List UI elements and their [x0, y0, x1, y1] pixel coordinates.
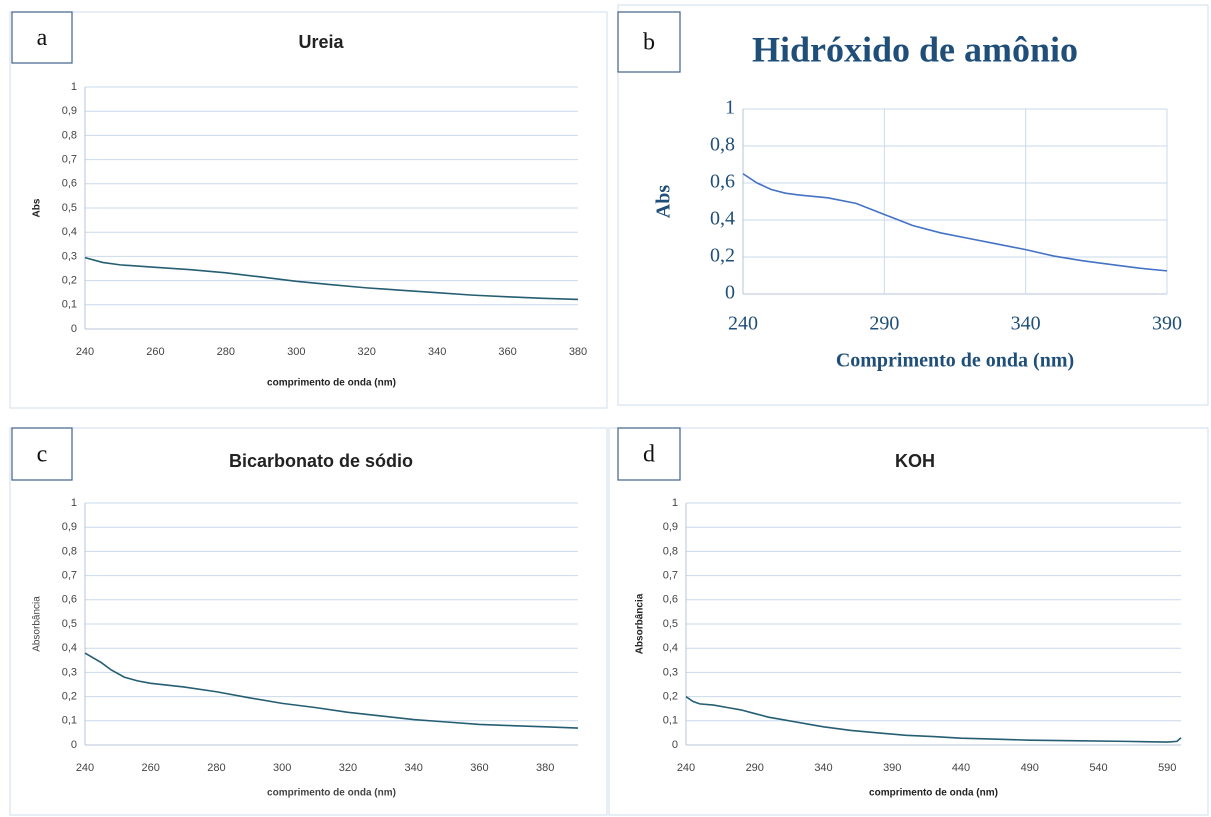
x-tick-label: 340: [428, 346, 446, 358]
x-axis-title: comprimento de onda (nm): [869, 788, 998, 799]
x-tick-label: 380: [536, 762, 554, 774]
x-tick-label: 340: [1011, 313, 1041, 335]
y-tick-label: 0,8: [663, 545, 678, 557]
x-tick-label: 340: [404, 762, 422, 774]
y-tick-label: 0,7: [663, 570, 678, 582]
y-tick-label: 0: [672, 739, 678, 751]
x-tick-label: 260: [142, 762, 160, 774]
y-tick-label: 0: [71, 739, 77, 751]
panel-frame: [9, 427, 608, 816]
data-line: [685, 695, 1182, 743]
y-tick-label: 0,5: [663, 618, 678, 630]
x-tick-label: 280: [217, 346, 235, 358]
panel-label: d: [643, 442, 655, 468]
x-tick-label: 280: [207, 762, 225, 774]
panel-frame: [617, 4, 1209, 406]
x-tick-label: 240: [76, 762, 94, 774]
x-tick-label: 360: [470, 762, 488, 774]
x-tick-label: 490: [1021, 762, 1039, 774]
y-tick-label: 0,5: [62, 202, 77, 214]
x-tick-label: 540: [1089, 762, 1107, 774]
y-tick-label: 0,2: [710, 245, 735, 267]
x-tick-label: 240: [76, 346, 94, 358]
panel-frame: [608, 427, 1209, 816]
y-tick-label: 0,6: [62, 178, 77, 190]
y-tick-label: 0,6: [663, 594, 678, 606]
x-tick-label: 320: [358, 346, 376, 358]
y-axis-title: Absorbância: [32, 596, 43, 652]
y-tick-label: 0,3: [663, 666, 678, 678]
x-tick-label: 260: [146, 346, 164, 358]
chart-title: Ureia: [298, 32, 344, 52]
y-tick-label: 1: [71, 497, 77, 509]
y-axis-title: Abs: [653, 185, 675, 219]
chart-title: KOH: [895, 451, 935, 471]
y-tick-label: 0,8: [62, 545, 77, 557]
x-tick-label: 290: [746, 762, 764, 774]
x-tick-label: 240: [728, 313, 758, 335]
y-tick-label: 0,6: [62, 594, 77, 606]
y-tick-label: 0,7: [62, 570, 77, 582]
y-tick-label: 0,3: [62, 250, 77, 262]
y-tick-label: 0,4: [62, 226, 77, 238]
panel-label-box: [11, 11, 73, 64]
y-tick-label: 0,4: [62, 642, 77, 654]
y-tick-label: 0,1: [62, 715, 77, 727]
y-tick-label: 1: [725, 97, 735, 119]
panel-label-box: [617, 427, 681, 481]
y-tick-label: 0,1: [62, 299, 77, 311]
y-tick-label: 0,3: [62, 666, 77, 678]
x-axis-title: comprimento de onda (nm): [267, 378, 396, 389]
x-tick-label: 240: [677, 762, 695, 774]
y-tick-label: 0,9: [62, 521, 77, 533]
y-tick-label: 0,4: [710, 208, 735, 230]
y-tick-label: 0,9: [663, 521, 678, 533]
y-tick-label: 0,9: [62, 105, 77, 117]
y-axis-title: Abs: [32, 198, 43, 217]
panel-frame: [9, 11, 608, 409]
x-axis-title: comprimento de onda (nm): [267, 788, 396, 799]
y-tick-label: 0,2: [663, 691, 678, 703]
chart-title: Bicarbonato de sódio: [229, 451, 413, 471]
x-tick-label: 300: [287, 346, 305, 358]
y-tick-label: 0: [71, 323, 77, 335]
x-tick-label: 340: [814, 762, 832, 774]
y-tick-label: 0: [725, 282, 735, 304]
y-tick-label: 0,8: [710, 134, 735, 156]
x-tick-label: 320: [339, 762, 357, 774]
panel-label: c: [37, 442, 48, 468]
y-tick-label: 1: [71, 81, 77, 93]
data-line: [742, 173, 1168, 272]
x-axis-title: Comprimento de onda (nm): [836, 350, 1074, 372]
x-tick-label: 380: [569, 346, 587, 358]
y-tick-label: 0,2: [62, 691, 77, 703]
y-tick-label: 0,6: [710, 171, 735, 193]
data-line: [84, 652, 579, 729]
x-tick-label: 590: [1158, 762, 1176, 774]
x-tick-label: 290: [869, 313, 899, 335]
x-tick-label: 300: [273, 762, 291, 774]
y-tick-label: 0,4: [663, 642, 678, 654]
y-tick-label: 0,1: [663, 715, 678, 727]
x-tick-label: 360: [498, 346, 516, 358]
y-tick-label: 0,2: [62, 275, 77, 287]
x-tick-label: 390: [883, 762, 901, 774]
y-tick-label: 0,5: [62, 618, 77, 630]
y-tick-label: 0,7: [62, 154, 77, 166]
panel-label: b: [643, 30, 655, 56]
panel-label-box: [11, 427, 73, 481]
panel-label-box: [617, 11, 681, 73]
panel-label: a: [37, 25, 48, 51]
y-tick-label: 0,8: [62, 129, 77, 141]
data-line: [84, 256, 579, 301]
x-tick-label: 440: [952, 762, 970, 774]
y-tick-label: 1: [672, 497, 678, 509]
y-axis-title: Absorbância: [635, 593, 646, 654]
x-tick-label: 390: [1152, 313, 1182, 335]
chart-title: Hidróxido de amônio: [752, 29, 1078, 69]
